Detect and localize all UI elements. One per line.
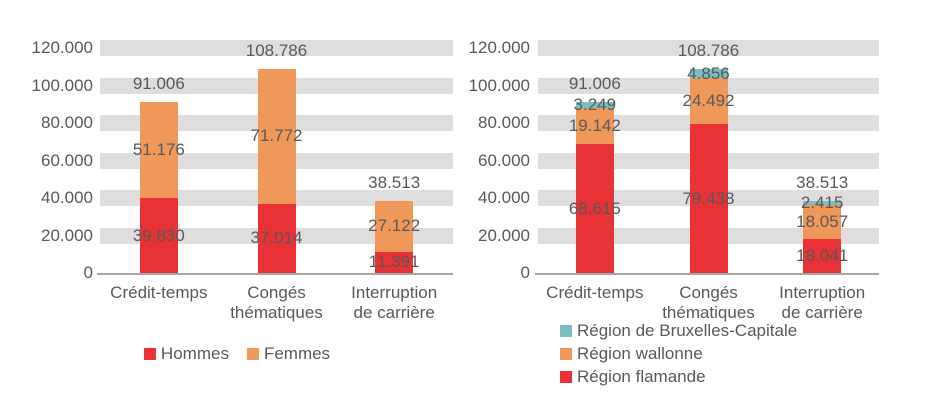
y-axis-tick-label: 0 xyxy=(83,263,93,282)
y-axis-tick-label: 100.000 xyxy=(468,75,530,95)
gridline-band xyxy=(100,227,453,244)
bar-segment-hommes xyxy=(139,198,178,273)
category-label: de carrière xyxy=(353,303,435,322)
category-label: Interruption xyxy=(779,283,866,302)
gridline-band xyxy=(538,40,879,56)
gridline-band xyxy=(538,227,879,244)
segment-value-label: 51.176 xyxy=(132,140,185,160)
y-axis-tick-label: 60.000 xyxy=(478,150,530,170)
legend-item: Région wallonne xyxy=(560,343,703,364)
y-axis-tick-label: 20.000 xyxy=(478,225,530,245)
legend: Hommes Femmes xyxy=(143,343,331,364)
bar-segment-hommes xyxy=(375,251,414,273)
category-label: de carrière xyxy=(781,303,863,322)
segment-value-label: 19.142 xyxy=(568,116,621,136)
total-value-label: 108.786 xyxy=(677,41,740,61)
y-axis-tick-label: 100.000 xyxy=(31,75,93,95)
gridline-band xyxy=(538,115,879,131)
y-axis-tick-label: 20.000 xyxy=(41,225,93,245)
y-axis-tick-label: 40.000 xyxy=(41,188,93,207)
legend-label: Femmes xyxy=(263,344,331,363)
legend-swatch-hommes xyxy=(143,347,156,360)
y-axis-tick-label: 80.000 xyxy=(41,113,93,132)
bar-segment-r-gion-wallonne xyxy=(803,205,842,240)
bar-segment-r-gion-wallonne xyxy=(575,108,614,145)
segment-value-label: 37.014 xyxy=(250,228,303,248)
legend-label: Région flamande xyxy=(577,367,706,386)
legend-item: Hommes xyxy=(143,343,229,364)
total-value-label: 108.786 xyxy=(245,41,308,61)
bar-segment-r-gion-de-bruxelles-capitale xyxy=(689,69,728,79)
total-value-label: 91.006 xyxy=(132,74,185,94)
bar-segment-r-gion-flamande xyxy=(575,144,614,273)
legend-item: Région flamande xyxy=(560,366,706,387)
bar-segment-r-gion-wallonne xyxy=(689,78,728,125)
total-value-label: 38.513 xyxy=(796,172,849,192)
legend-label: Région wallonne xyxy=(577,344,703,363)
category-label: Congés xyxy=(679,283,738,302)
y-axis-tick-label: 120.000 xyxy=(468,38,530,57)
bar-segment-hommes xyxy=(257,203,296,273)
segment-value-label: 68.615 xyxy=(568,198,621,218)
bar-segment-r-gion-flamande xyxy=(803,239,842,273)
category-label: Congés xyxy=(247,283,306,302)
segment-value-label: 18.041 xyxy=(796,246,849,266)
segment-value-label: 3.249 xyxy=(573,95,617,115)
bar-segment-femmes xyxy=(375,200,414,252)
gridline-band xyxy=(100,152,453,169)
y-axis-tick-label: 80.000 xyxy=(478,113,530,132)
segment-value-label: 27.122 xyxy=(368,216,421,236)
y-axis-tick-label: 60.000 xyxy=(41,150,93,170)
segment-value-label: 79.438 xyxy=(682,188,735,208)
segment-value-label: 4.856 xyxy=(687,63,730,83)
bar-segment-r-gion-flamande xyxy=(689,124,728,273)
legend-label: Région de Bruxelles-Capitale xyxy=(577,321,798,340)
segment-value-label: 2.415 xyxy=(800,193,844,213)
category-label: thématiques xyxy=(230,303,323,322)
category-label: Interruption xyxy=(351,283,438,302)
gridline-band xyxy=(100,40,453,56)
legend-swatch-r-gion-de-bruxelles-capitale xyxy=(560,324,572,337)
bar-segment-r-gion-de-bruxelles-capitale xyxy=(803,200,842,206)
legend-swatch-femmes xyxy=(246,347,259,360)
segment-value-label: 24.492 xyxy=(682,91,735,111)
x-axis-line xyxy=(535,273,879,275)
segment-value-label: 39.830 xyxy=(132,225,185,245)
total-value-label: 38.513 xyxy=(368,172,421,192)
segment-value-label: 11.391 xyxy=(368,252,420,272)
y-axis-tick-label: 120.000 xyxy=(31,38,93,57)
bar-segment-r-gion-de-bruxelles-capitale xyxy=(575,102,614,109)
legend-swatch-r-gion-flamande xyxy=(560,370,572,383)
gridline-band xyxy=(100,190,453,206)
legend-label: Hommes xyxy=(160,344,229,363)
legend-swatch-r-gion-wallonne xyxy=(560,347,572,360)
x-axis-line xyxy=(97,273,453,275)
bar-segment-femmes xyxy=(257,69,296,204)
segment-value-label: 18.057 xyxy=(796,212,849,232)
gridline-band xyxy=(538,152,879,169)
category-label: thématiques xyxy=(662,303,755,322)
legend-item: Femmes xyxy=(246,343,331,364)
y-axis-tick-label: 0 xyxy=(520,263,530,282)
legend: Région de Bruxelles-Capitale Région wallo… xyxy=(560,320,797,387)
category-label: Crédit-temps xyxy=(110,283,208,302)
gridline-band xyxy=(538,77,879,94)
bar-segment-femmes xyxy=(139,102,178,199)
segment-value-label: 71.772 xyxy=(250,126,303,146)
gridline-band xyxy=(100,115,453,131)
gridline-band xyxy=(100,77,453,94)
legend-item: Région de Bruxelles-Capitale xyxy=(560,320,797,341)
total-value-label: 91.006 xyxy=(568,74,621,94)
category-label: Crédit-temps xyxy=(546,283,644,302)
gridline-band xyxy=(538,190,879,206)
y-axis-tick-label: 40.000 xyxy=(478,188,530,207)
